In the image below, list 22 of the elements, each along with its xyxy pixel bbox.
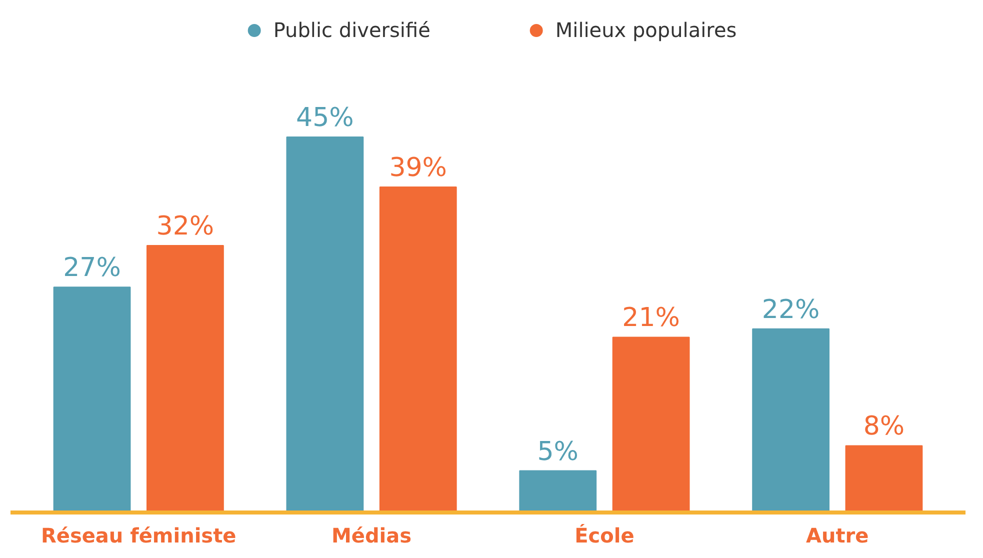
bar xyxy=(752,328,830,512)
x-tick-label: Autre xyxy=(806,524,869,548)
x-tick-label: École xyxy=(574,524,634,548)
bar xyxy=(612,336,690,512)
legend-label: Public diversifié xyxy=(273,18,430,42)
bar xyxy=(379,186,457,512)
data-label: 27% xyxy=(63,253,121,284)
bar xyxy=(146,244,224,512)
data-label: 45% xyxy=(296,102,354,133)
bar xyxy=(519,470,597,512)
legend-label: Milieux populaires xyxy=(555,18,737,42)
data-label: 39% xyxy=(389,153,448,184)
data-label: 21% xyxy=(622,303,680,334)
data-label: 8% xyxy=(863,412,905,442)
bar xyxy=(53,286,131,512)
data-label: 32% xyxy=(156,211,214,242)
bar xyxy=(845,445,923,512)
x-tick-label: Médias xyxy=(332,524,412,548)
data-label: 22% xyxy=(762,294,820,325)
data-label: 5% xyxy=(537,436,579,467)
bar xyxy=(286,136,364,512)
x-tick-label: Réseau féministe xyxy=(41,524,236,548)
